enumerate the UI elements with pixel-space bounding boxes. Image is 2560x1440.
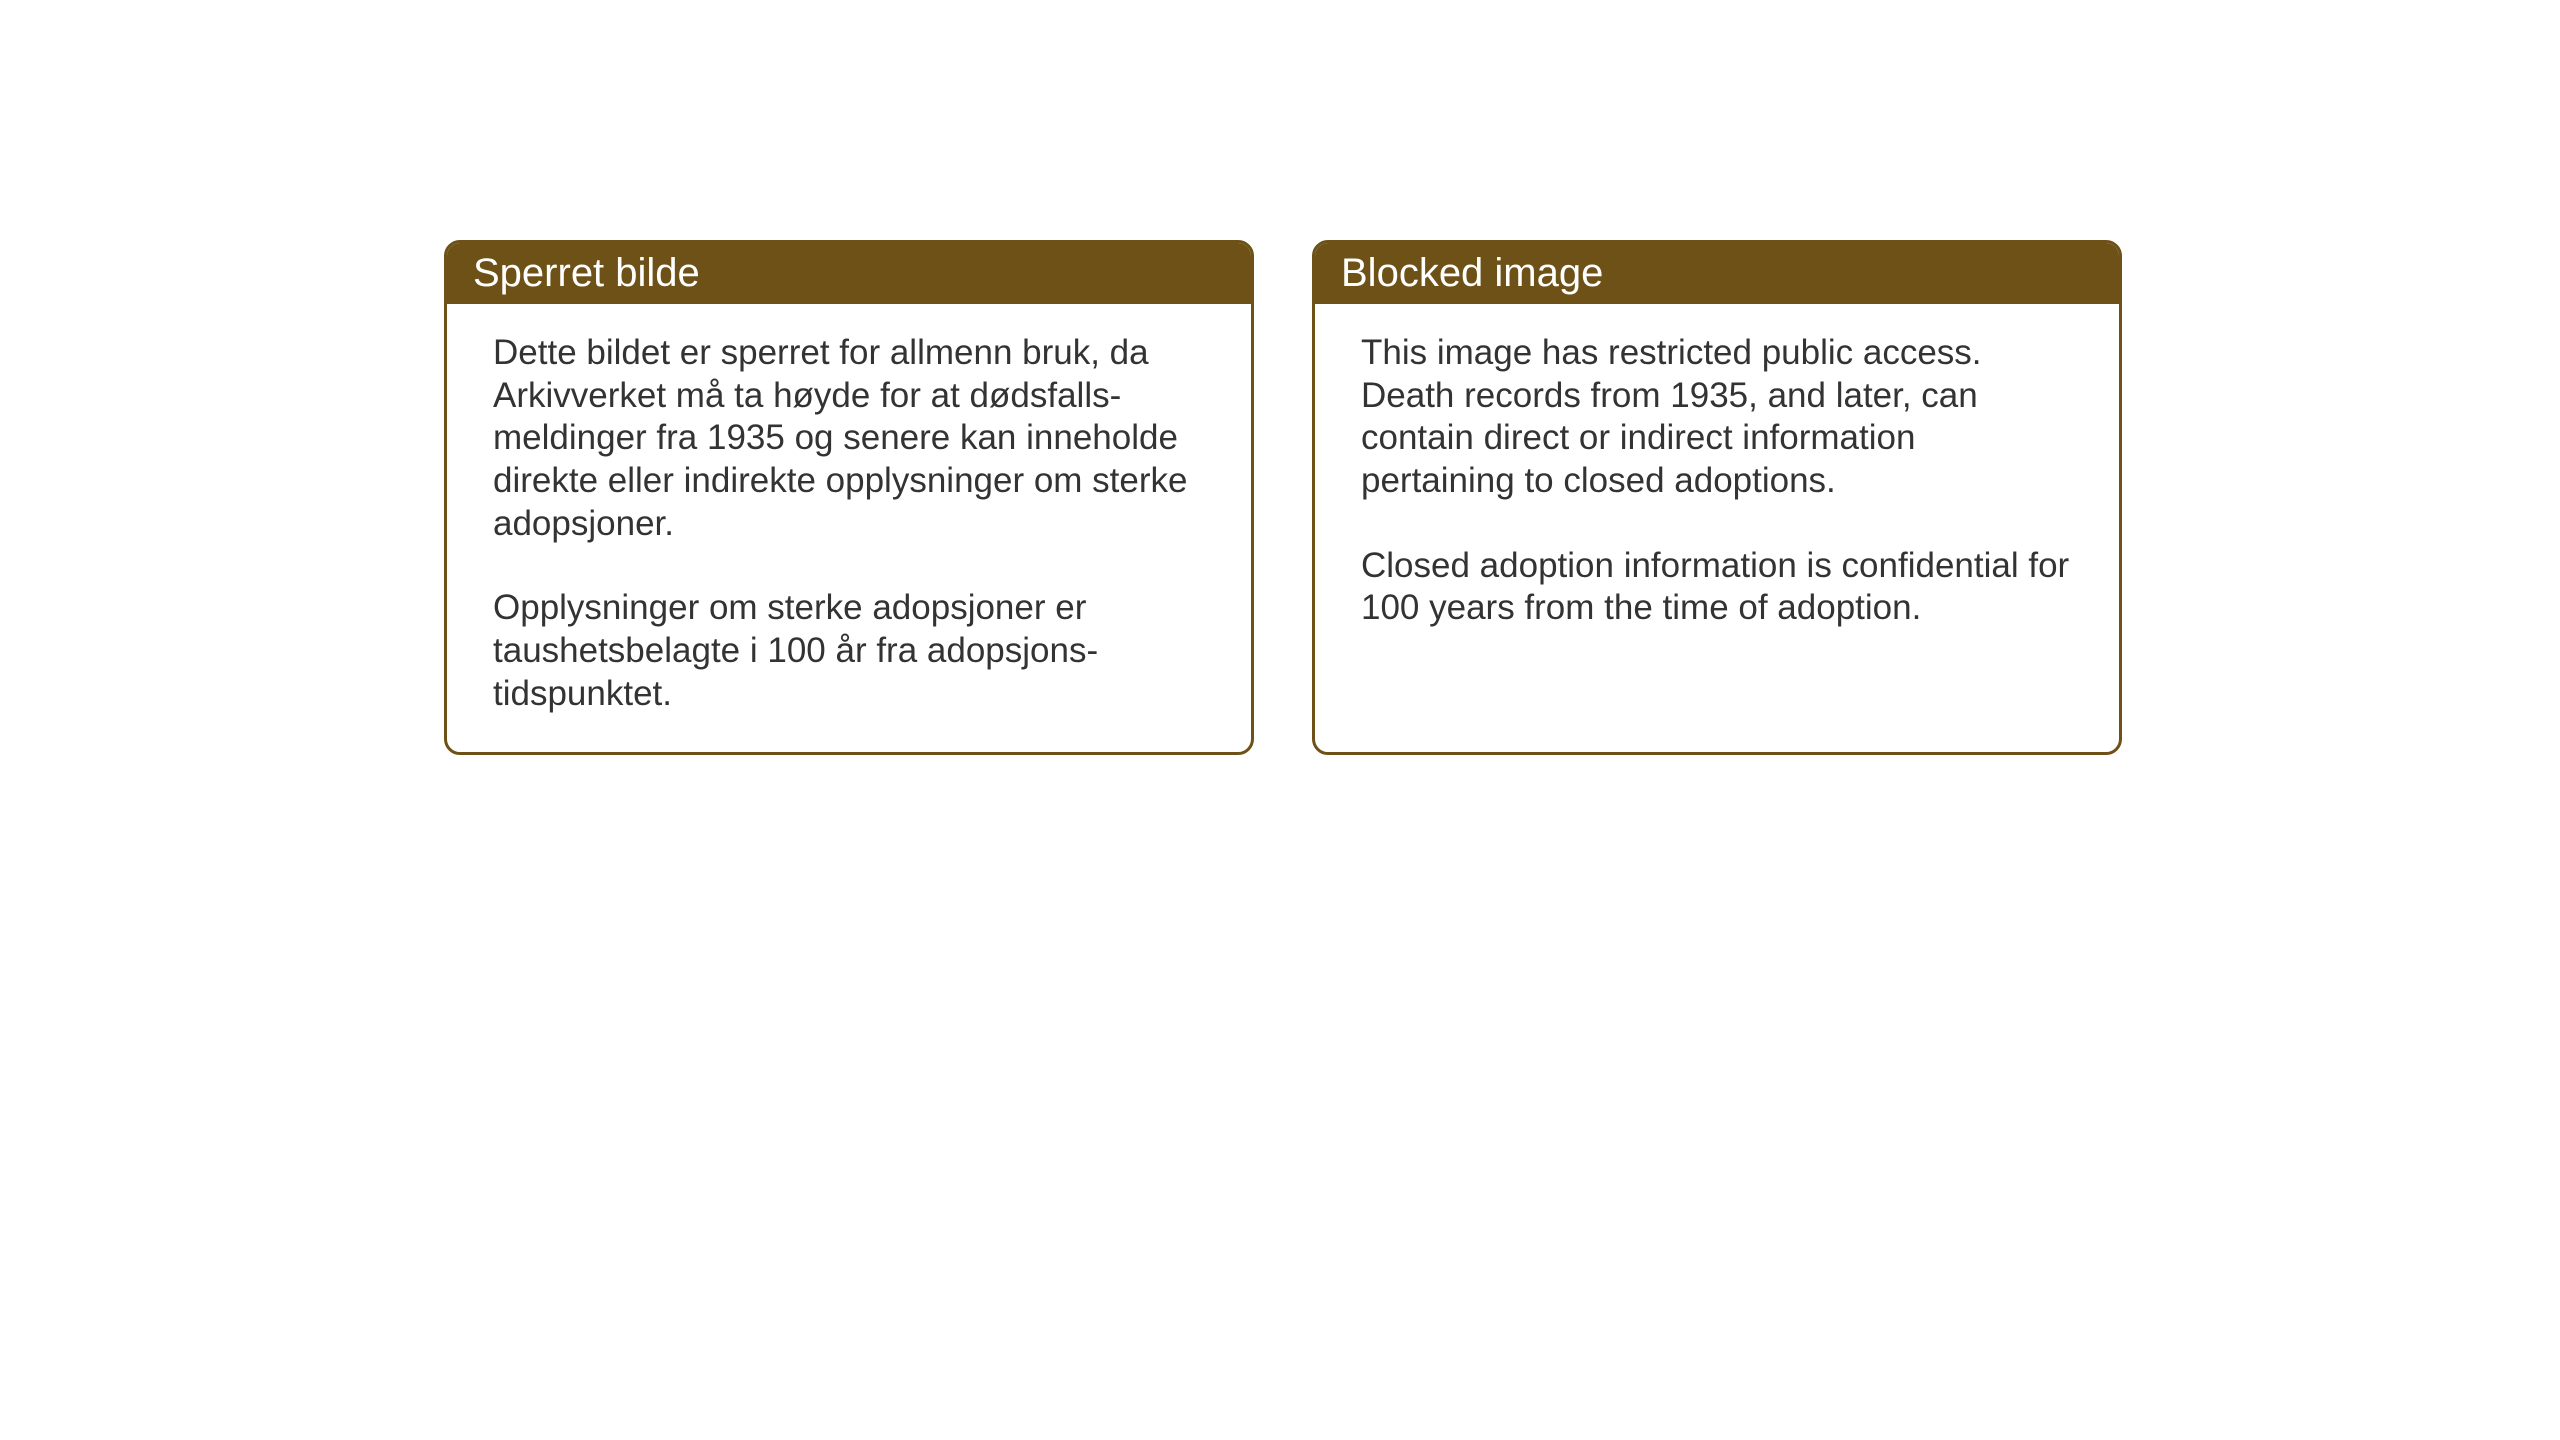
card-paragraph-norwegian-2: Opplysninger om sterke adopsjoner er tau… [493,587,1205,715]
notice-container: Sperret bilde Dette bildet er sperret fo… [444,240,2122,755]
notice-card-english: Blocked image This image has restricted … [1312,240,2122,755]
card-header-english: Blocked image [1315,243,2119,304]
card-body-norwegian: Dette bildet er sperret for allmenn bruk… [447,304,1251,752]
card-paragraph-norwegian-1: Dette bildet er sperret for allmenn bruk… [493,332,1205,545]
card-paragraph-english-1: This image has restricted public access.… [1361,332,2073,503]
notice-card-norwegian: Sperret bilde Dette bildet er sperret fo… [444,240,1254,755]
card-body-english: This image has restricted public access.… [1315,304,2119,738]
card-header-norwegian: Sperret bilde [447,243,1251,304]
card-paragraph-english-2: Closed adoption information is confident… [1361,545,2073,630]
card-title-english: Blocked image [1341,251,1603,295]
card-title-norwegian: Sperret bilde [473,251,700,295]
